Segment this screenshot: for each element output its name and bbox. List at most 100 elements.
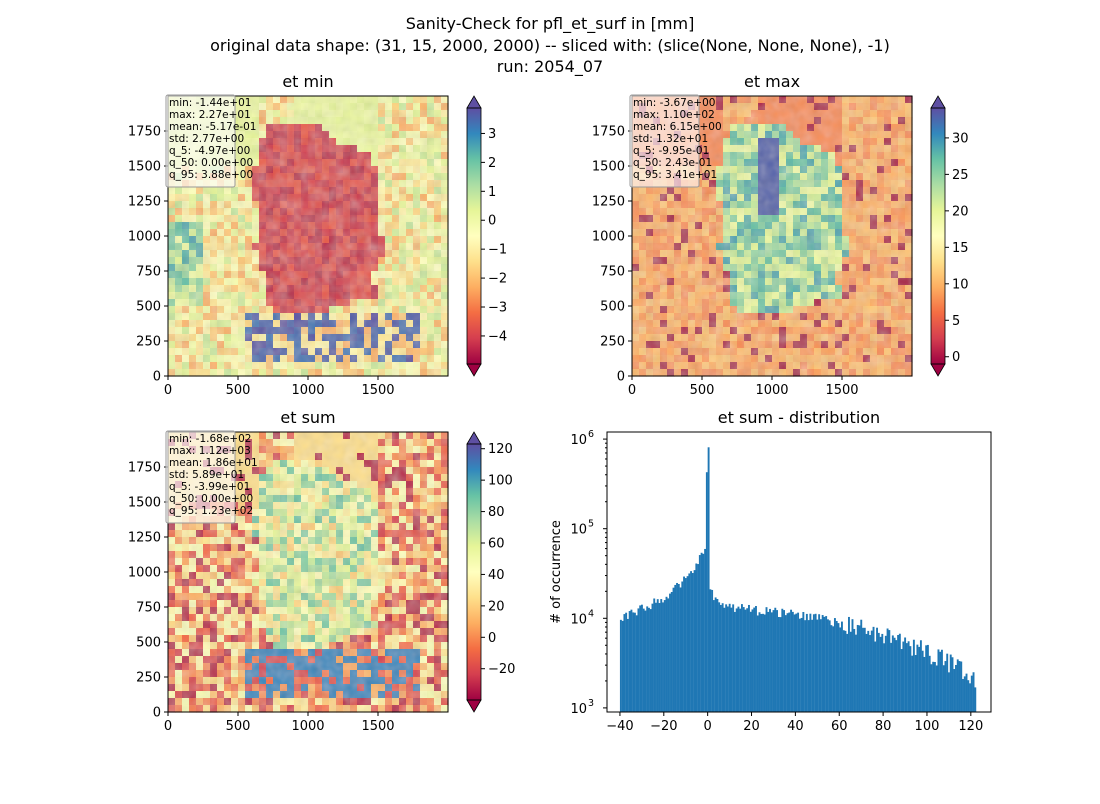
- heatmap-cell: [441, 551, 449, 559]
- heatmap-cell: [371, 586, 379, 594]
- heatmap-cell: [175, 208, 183, 216]
- heatmap-cell: [210, 621, 218, 629]
- heatmap-cell: [364, 355, 372, 363]
- heatmap-cell: [406, 621, 414, 629]
- heatmap-cell: [835, 166, 843, 174]
- heatmap-cell: [779, 124, 787, 132]
- heatmap-cell: [294, 530, 302, 538]
- stats-line: mean: -5.17e-01: [169, 121, 256, 133]
- heatmap-cell: [336, 691, 344, 699]
- heatmap-cell: [238, 348, 246, 356]
- heatmap-cell: [835, 278, 843, 286]
- heatmap-cell: [420, 271, 428, 279]
- heatmap-cell: [399, 166, 407, 174]
- heatmap-cell: [196, 551, 204, 559]
- heatmap-cell: [294, 187, 302, 195]
- heatmap-cell: [364, 488, 372, 496]
- heatmap-cell: [737, 201, 745, 209]
- figure-title-line-1: Sanity-Check for pfl_et_surf in [mm]: [406, 14, 695, 34]
- histogram-bar: [645, 611, 647, 712]
- heatmap-cell: [231, 600, 239, 608]
- heatmap-cell: [357, 173, 365, 181]
- heatmap-cell: [175, 593, 183, 601]
- heatmap-cell: [646, 201, 654, 209]
- heatmap-cell: [245, 292, 253, 300]
- heatmap-cell: [252, 614, 260, 622]
- heatmap-cell: [406, 201, 414, 209]
- heatmap-cell: [371, 166, 379, 174]
- heatmap-cell: [266, 474, 274, 482]
- heatmap-cell: [175, 306, 183, 314]
- heatmap-cell: [224, 306, 232, 314]
- heatmap-cell: [238, 663, 246, 671]
- x-tick-label: 1000: [291, 719, 324, 734]
- heatmap-cell: [744, 215, 752, 223]
- heatmap-cell: [371, 677, 379, 685]
- heatmap-cell: [252, 439, 260, 447]
- heatmap-cell: [357, 180, 365, 188]
- heatmap-cell: [702, 257, 710, 265]
- heatmap-cell: [856, 257, 864, 265]
- heatmap-cell: [280, 453, 288, 461]
- heatmap-cell: [315, 96, 323, 104]
- heatmap-cell: [751, 215, 759, 223]
- heatmap-cell: [350, 670, 358, 678]
- heatmap-cell: [259, 502, 267, 510]
- heatmap-cell: [273, 334, 281, 342]
- heatmap-cell: [322, 215, 330, 223]
- heatmap-cell: [905, 124, 913, 132]
- heatmap-cell: [870, 327, 878, 335]
- heatmap-cell: [800, 271, 808, 279]
- heatmap-cell: [730, 285, 738, 293]
- heatmap-cell: [730, 278, 738, 286]
- heatmap-cell: [870, 292, 878, 300]
- heatmap-cell: [280, 481, 288, 489]
- heatmap-cell: [350, 481, 358, 489]
- heatmap-cell: [189, 593, 197, 601]
- colorbar-tick-label: −3: [488, 301, 507, 316]
- heatmap-cell: [329, 502, 337, 510]
- heatmap-cell: [828, 292, 836, 300]
- heatmap-cell: [786, 327, 794, 335]
- heatmap-cell: [287, 173, 295, 181]
- heatmap-cell: [681, 250, 689, 258]
- heatmap-cell: [294, 691, 302, 699]
- heatmap-cell: [420, 586, 428, 594]
- heatmap-cell: [189, 187, 197, 195]
- heatmap-cell: [681, 243, 689, 251]
- heatmap-cell: [751, 138, 759, 146]
- heatmap-cell: [702, 285, 710, 293]
- heatmap-cell: [751, 355, 759, 363]
- heatmap-cell: [427, 278, 435, 286]
- heatmap-cell: [238, 292, 246, 300]
- heatmap-cell: [737, 131, 745, 139]
- heatmap-cell: [385, 355, 393, 363]
- heatmap-cell: [884, 369, 892, 377]
- heatmap-cell: [702, 369, 710, 377]
- heatmap-cell: [203, 698, 211, 706]
- heatmap-cell: [898, 215, 906, 223]
- heatmap-cell: [751, 334, 759, 342]
- heatmap-cell: [856, 103, 864, 111]
- heatmap-cell: [357, 222, 365, 230]
- heatmap-cell: [385, 635, 393, 643]
- heatmap-cell: [392, 579, 400, 587]
- heatmap-cell: [434, 523, 442, 531]
- heatmap-cell: [856, 173, 864, 181]
- heatmap-cell: [364, 698, 372, 706]
- heatmap-cell: [315, 159, 323, 167]
- heatmap-cell: [301, 166, 309, 174]
- heatmap-cell: [385, 152, 393, 160]
- heatmap-cell: [427, 124, 435, 132]
- heatmap-cell: [238, 698, 246, 706]
- heatmap-cell: [420, 551, 428, 559]
- heatmap-cell: [357, 250, 365, 258]
- heatmap-cell: [350, 173, 358, 181]
- heatmap-cell: [217, 684, 225, 692]
- heatmap-cell: [632, 299, 640, 307]
- heatmap-cell: [744, 173, 752, 181]
- heatmap-cell: [814, 166, 822, 174]
- heatmap-cell: [336, 558, 344, 566]
- heatmap-cell: [259, 208, 267, 216]
- heatmap-cell: [245, 621, 253, 629]
